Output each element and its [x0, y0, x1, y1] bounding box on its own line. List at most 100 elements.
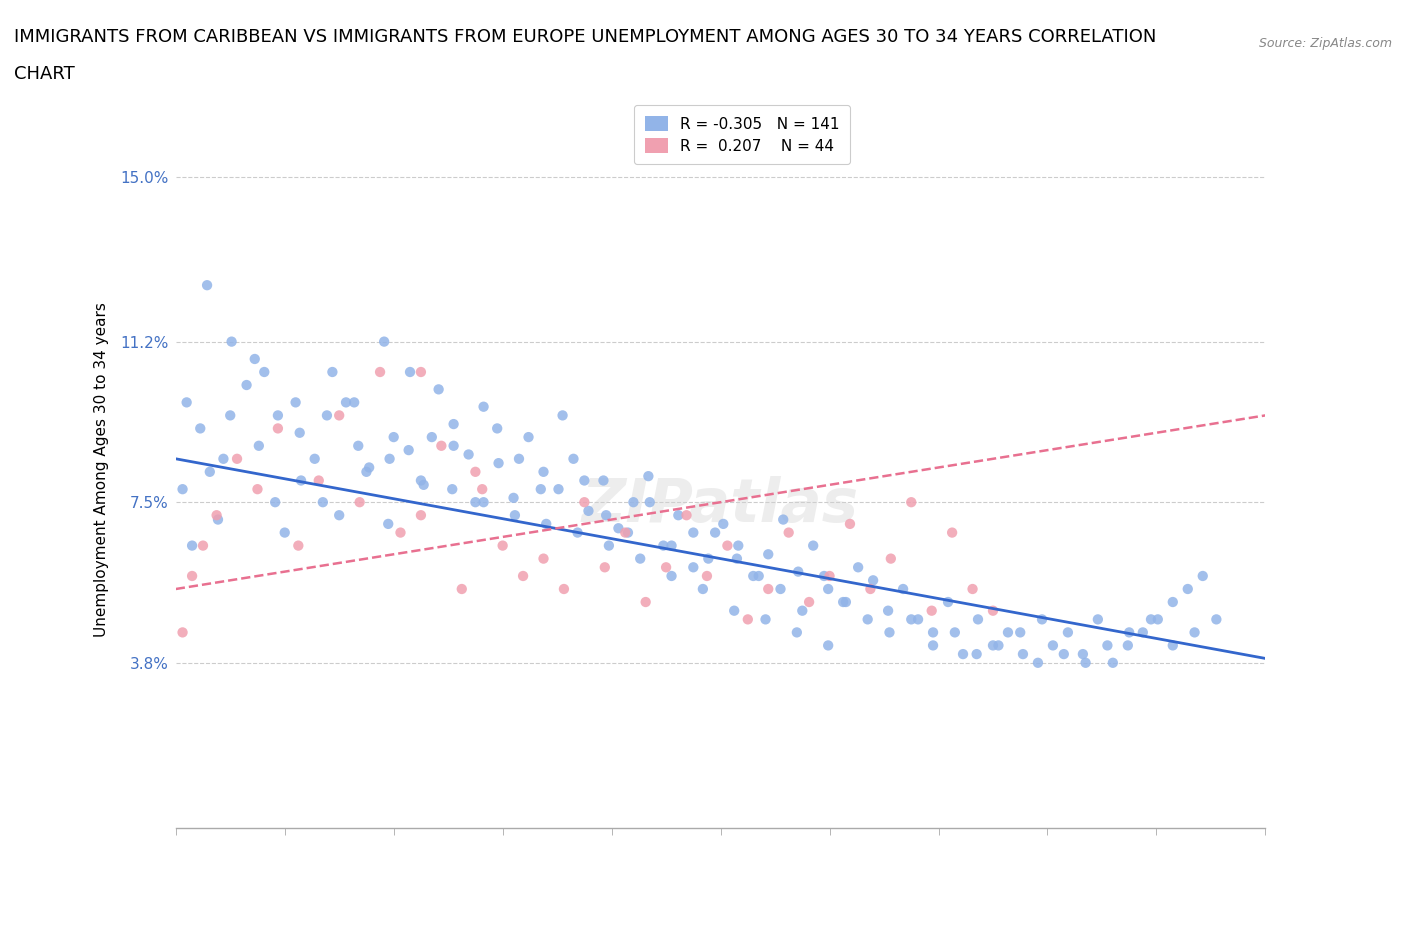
Point	[592, 473, 614, 488]
Point	[1012, 646, 1035, 661]
Point	[378, 451, 401, 466]
Point	[922, 625, 945, 640]
Point	[443, 417, 465, 432]
Point	[696, 568, 718, 583]
Point	[264, 495, 287, 510]
Point	[551, 408, 574, 423]
Point	[172, 625, 194, 640]
Point	[966, 646, 988, 661]
Point	[716, 538, 738, 553]
Point	[464, 464, 486, 479]
Point	[1057, 625, 1080, 640]
Point	[253, 365, 276, 379]
Point	[398, 443, 420, 458]
Point	[907, 612, 929, 627]
Point	[377, 516, 399, 531]
Point	[321, 365, 343, 379]
Point	[441, 482, 464, 497]
Point	[547, 482, 569, 497]
Point	[574, 495, 596, 510]
Point	[661, 568, 683, 583]
Point	[412, 477, 434, 492]
Point	[267, 408, 290, 423]
Point	[787, 565, 810, 579]
Point	[198, 464, 221, 479]
Point	[335, 395, 357, 410]
Point	[219, 408, 242, 423]
Point	[1102, 656, 1125, 671]
Point	[1074, 656, 1097, 671]
Point	[598, 538, 620, 553]
Point	[682, 560, 704, 575]
Point	[450, 581, 472, 596]
Point	[247, 438, 270, 453]
Point	[288, 425, 311, 440]
Point	[856, 612, 879, 627]
Point	[967, 612, 990, 627]
Text: CHART: CHART	[14, 65, 75, 83]
Point	[756, 547, 779, 562]
Point	[655, 560, 678, 575]
Point	[817, 638, 839, 653]
Point	[1116, 638, 1139, 653]
Point	[502, 490, 524, 505]
Point	[349, 495, 371, 510]
Point	[304, 451, 326, 466]
Point	[727, 538, 749, 553]
Point	[457, 447, 479, 462]
Point	[176, 395, 198, 410]
Point	[243, 352, 266, 366]
Point	[1140, 612, 1163, 627]
Point	[859, 581, 882, 596]
Point	[533, 464, 555, 479]
Point	[359, 460, 381, 475]
Point	[188, 421, 211, 436]
Text: ZIPatlas: ZIPatlas	[582, 476, 859, 535]
Point	[1132, 625, 1154, 640]
Point	[652, 538, 675, 553]
Point	[420, 430, 443, 445]
Point	[464, 495, 486, 510]
Point	[356, 464, 378, 479]
Point	[205, 508, 228, 523]
Legend: R = -0.305   N = 141, R =  0.207    N = 44: R = -0.305 N = 141, R = 0.207 N = 44	[634, 105, 851, 165]
Point	[389, 525, 412, 540]
Point	[347, 438, 370, 453]
Point	[682, 525, 704, 540]
Point	[1184, 625, 1206, 640]
Point	[981, 604, 1004, 618]
Point	[191, 538, 214, 553]
Point	[1161, 594, 1184, 609]
Point	[578, 503, 600, 518]
Point	[574, 473, 596, 488]
Point	[1161, 638, 1184, 653]
Point	[737, 612, 759, 627]
Point	[922, 638, 945, 653]
Point	[562, 451, 585, 466]
Point	[181, 568, 204, 583]
Point	[1026, 656, 1049, 671]
Point	[846, 560, 869, 575]
Point	[382, 430, 405, 445]
Point	[786, 625, 808, 640]
Point	[593, 560, 616, 575]
Point	[792, 604, 814, 618]
Point	[486, 421, 509, 436]
Point	[328, 508, 350, 523]
Point	[290, 473, 312, 488]
Point	[534, 516, 557, 531]
Point	[617, 525, 640, 540]
Point	[818, 568, 841, 583]
Point	[813, 568, 835, 583]
Point	[754, 612, 776, 627]
Point	[704, 525, 727, 540]
Point	[711, 516, 734, 531]
Point	[638, 495, 661, 510]
Point	[472, 495, 495, 510]
Point	[941, 525, 963, 540]
Point	[742, 568, 765, 583]
Point	[308, 473, 330, 488]
Point	[1097, 638, 1119, 653]
Y-axis label: Unemployment Among Ages 30 to 34 years: Unemployment Among Ages 30 to 34 years	[94, 302, 110, 637]
Point	[409, 365, 432, 379]
